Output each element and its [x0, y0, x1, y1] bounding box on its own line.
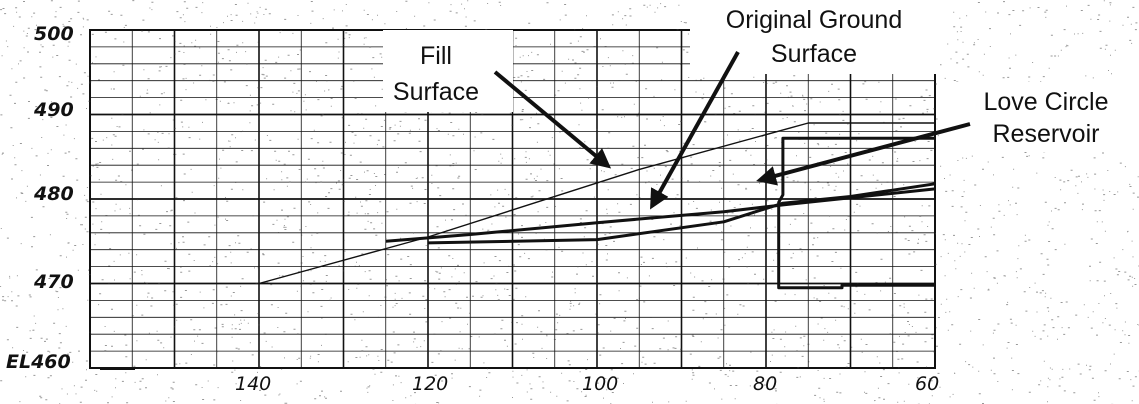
x-tick-label: 100 [582, 373, 618, 395]
annotation-original-ground-line1: Original Ground [726, 6, 902, 34]
series-group [258, 122, 936, 290]
series-line-reservoir [427, 182, 936, 245]
arrow-love-circle [756, 122, 971, 186]
arrow-fill-surface [493, 70, 612, 169]
y-tick-label: 480 [33, 183, 74, 205]
annotations: Fill Surface Original Ground Surface Lov… [393, 6, 1109, 148]
series-line-fill [258, 122, 935, 285]
x-tick-label: 140 [235, 373, 271, 395]
annotation-love-circle-line1: Love Circle [983, 88, 1108, 116]
label-backdrop-fill [383, 30, 513, 112]
annotation-love-circle-line2: Reservoir [993, 120, 1100, 148]
arrows-group [493, 51, 971, 210]
y-tick-label: 470 [33, 271, 74, 293]
series-line-structure [777, 136, 935, 290]
y-tick-label: 500 [34, 23, 74, 45]
annotation-fill-surface-line1: Fill [420, 42, 452, 70]
annotation-fill-surface-line2: Surface [393, 78, 479, 106]
y-tick-label: 490 [33, 99, 74, 121]
x-tick-label: 60 [915, 373, 939, 395]
arrow-original-ground [650, 51, 740, 210]
annotation-original-ground-line2: Surface [771, 40, 857, 68]
y-tick-labels: EL460 470 480 490 500 [6, 23, 74, 373]
series-line-ground [385, 187, 936, 243]
y-tick-label: EL460 [6, 351, 71, 373]
x-tick-label: 120 [412, 373, 448, 395]
x-tick-labels: 140 120 100 80 60 [235, 373, 939, 395]
x-tick-label: 80 [753, 373, 777, 395]
label-backdrop-reservoir [948, 82, 1139, 152]
